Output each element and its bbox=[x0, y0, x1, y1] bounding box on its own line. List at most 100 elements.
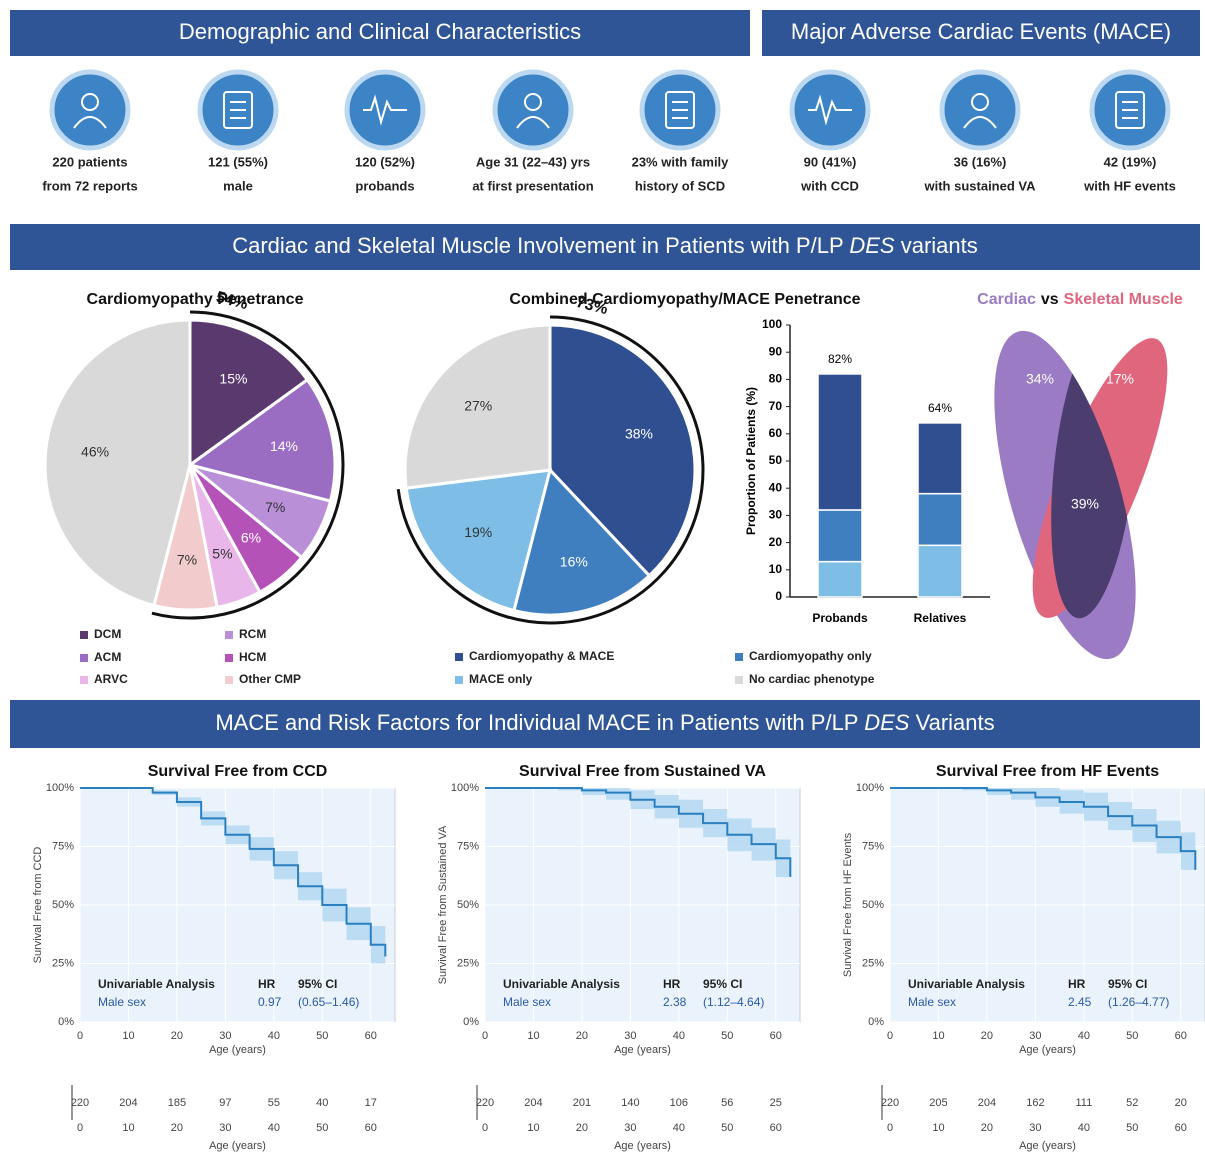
y-tick-label: 0% bbox=[463, 1016, 479, 1028]
risk-x-tick-label: 40 bbox=[673, 1122, 685, 1134]
y-axis-label: Survival Free from HF Events bbox=[842, 832, 854, 977]
bar-total-label: 82% bbox=[828, 352, 852, 366]
banner bbox=[762, 10, 1200, 56]
stats-text: Univariable Analysis bbox=[908, 977, 1025, 991]
y-tick-label: 100% bbox=[451, 782, 479, 794]
section-title-part: Cardiac and Skeletal Muscle Involvement … bbox=[232, 233, 849, 258]
glyph bbox=[1115, 91, 1145, 129]
slice-label: 16% bbox=[560, 553, 588, 569]
glyph bbox=[223, 91, 253, 129]
x-tick-label: 20 bbox=[171, 1030, 183, 1042]
slice-label: 15% bbox=[219, 370, 247, 386]
risk-count: 220 bbox=[476, 1097, 494, 1109]
risk-x-tick-label: 10 bbox=[932, 1122, 944, 1134]
risk-count: 106 bbox=[670, 1097, 688, 1109]
risk-x-tick-label: 10 bbox=[122, 1122, 134, 1134]
x-tick-label: 50 bbox=[1126, 1030, 1138, 1042]
x-tick-label: 10 bbox=[122, 1030, 134, 1042]
x-tick-label: 40 bbox=[268, 1030, 280, 1042]
x-tick-label: 30 bbox=[1029, 1030, 1041, 1042]
legend-label: No cardiac phenotype bbox=[749, 672, 875, 686]
ci-band bbox=[557, 788, 582, 791]
bar-segment bbox=[817, 373, 863, 511]
risk-x-tick-label: 20 bbox=[981, 1122, 993, 1134]
legend-swatch bbox=[735, 676, 743, 684]
stat-text: with CCD bbox=[800, 178, 859, 193]
section-title: Major Adverse Cardiac Events (MACE) bbox=[791, 19, 1171, 44]
ci-band bbox=[1011, 788, 1036, 800]
stats-text: HR bbox=[663, 977, 681, 991]
section-title-part: Variants bbox=[909, 710, 994, 735]
stats-text: 95% CI bbox=[703, 977, 742, 991]
legend-label: MACE only bbox=[469, 672, 533, 686]
y-tick-label: 80 bbox=[769, 372, 783, 386]
glyph bbox=[81, 93, 99, 111]
y-axis-label: Survival Free from Sustained VA bbox=[437, 825, 449, 984]
x-axis-label: Age (years) bbox=[1019, 1044, 1076, 1056]
stat-text: with HF events bbox=[1083, 178, 1176, 193]
chart-title: Survival Free from HF Events bbox=[936, 763, 1159, 780]
risk-count: 220 bbox=[881, 1097, 899, 1109]
glyph bbox=[808, 94, 852, 126]
y-tick-label: 10 bbox=[769, 562, 783, 576]
y-tick-label: 0% bbox=[58, 1016, 74, 1028]
stat-text: 36 (16%) bbox=[954, 154, 1007, 169]
glyph bbox=[963, 116, 997, 129]
slice-label: 6% bbox=[241, 529, 261, 545]
stat-text: 120 (52%) bbox=[355, 154, 415, 169]
section-title-part: variants bbox=[895, 233, 978, 258]
survival-curve bbox=[485, 787, 792, 877]
risk-x-tick-label: 60 bbox=[770, 1122, 782, 1134]
survival-curve bbox=[80, 787, 387, 957]
legend-swatch bbox=[225, 631, 233, 639]
stats-text: 0.97 bbox=[258, 995, 282, 1009]
icon-glyph bbox=[73, 93, 107, 129]
venn-label: 39% bbox=[1071, 496, 1099, 512]
legend-swatch bbox=[80, 676, 88, 684]
venn-label: 17% bbox=[1106, 371, 1134, 387]
stat-text: 121 (55%) bbox=[208, 154, 268, 169]
risk-x-tick-label: 50 bbox=[1126, 1122, 1138, 1134]
y-tick-label: 25% bbox=[862, 957, 884, 969]
y-tick-label: 0 bbox=[775, 589, 782, 603]
legend-label: Other CMP bbox=[239, 672, 301, 686]
y-axis-label: Survival Free from CCD bbox=[32, 847, 44, 964]
stat-text: probands bbox=[355, 178, 414, 193]
y-tick-label: 70 bbox=[769, 399, 783, 413]
risk-count: 162 bbox=[1026, 1097, 1044, 1109]
legend-label: RCM bbox=[239, 627, 266, 641]
bar-segment bbox=[917, 544, 963, 598]
stat-text: at first presentation bbox=[472, 178, 593, 193]
x-axis-label: Age (years) bbox=[209, 1044, 266, 1056]
y-tick-label: 50% bbox=[457, 899, 479, 911]
x-tick-label: 10 bbox=[527, 1030, 539, 1042]
pie-slice bbox=[188, 318, 310, 468]
bar-segment bbox=[817, 560, 863, 598]
stats-text: Male sex bbox=[503, 995, 551, 1009]
y-tick-label: 50 bbox=[769, 453, 783, 467]
icon-glyph bbox=[223, 91, 253, 129]
banner bbox=[10, 700, 1200, 748]
stat-text: 220 patients bbox=[52, 154, 127, 169]
pie-slice bbox=[512, 466, 652, 617]
y-tick-label: 30 bbox=[769, 508, 783, 522]
pie-slice bbox=[43, 318, 192, 608]
bar-segment bbox=[817, 509, 863, 563]
legend-swatch bbox=[80, 631, 88, 639]
stat-text: history of SCD bbox=[635, 178, 725, 193]
y-tick-label: 75% bbox=[862, 840, 884, 852]
bar-segment bbox=[917, 422, 963, 495]
stats-text: 95% CI bbox=[298, 977, 337, 991]
risk-x-tick-label: 20 bbox=[576, 1122, 588, 1134]
chart-title: Survival Free from CCD bbox=[148, 763, 328, 780]
legend-swatch bbox=[455, 676, 463, 684]
risk-x-tick-label: 40 bbox=[268, 1122, 280, 1134]
banner bbox=[10, 224, 1200, 270]
risk-count: 17 bbox=[365, 1097, 377, 1109]
risk-x-tick-label: 50 bbox=[721, 1122, 733, 1134]
y-axis-label: Proportion of Patients (%) bbox=[744, 387, 758, 535]
risk-count: 56 bbox=[721, 1097, 733, 1109]
legend-swatch bbox=[80, 654, 88, 662]
x-tick-label: 20 bbox=[576, 1030, 588, 1042]
